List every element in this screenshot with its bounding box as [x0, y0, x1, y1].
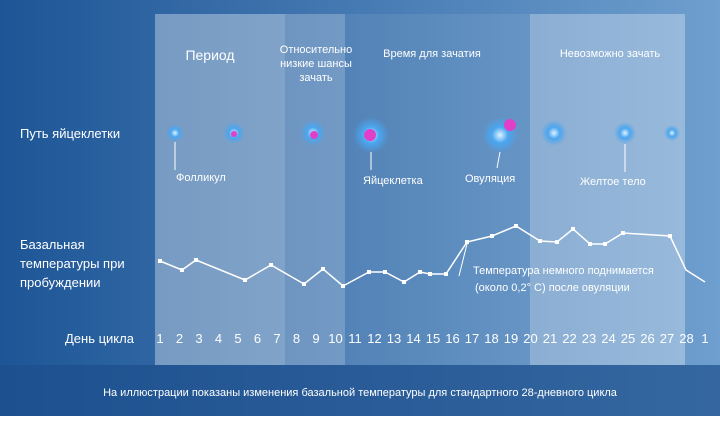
temperature-line — [158, 224, 706, 288]
phase-label: Период — [185, 47, 234, 63]
egg-label: Фолликул — [176, 172, 226, 184]
day-label: 9 — [312, 331, 319, 346]
day-label: 14 — [406, 331, 420, 346]
day-label: 8 — [293, 331, 300, 346]
eggs — [166, 117, 680, 172]
day-label: 17 — [465, 331, 479, 346]
phase-label: Относительно — [280, 44, 352, 56]
phase-label: Невозможно зачать — [560, 48, 661, 60]
day-label: 16 — [445, 331, 459, 346]
row-label: Путь яйцеклетки — [20, 126, 120, 141]
phase-label: зачать — [299, 72, 333, 84]
phase-label: Время для зачатия — [383, 48, 481, 60]
day-label: 10 — [328, 331, 342, 346]
footer: На иллюстрации показаны изменения базаль… — [103, 387, 618, 399]
day-label: 22 — [562, 331, 576, 346]
day-label: 25 — [621, 331, 635, 346]
day-labels: 1 2 3 4 5 6 7 8 9 10 11 12 13 14 15 16 17 18 19 20 21 22 23 24 2… — [156, 331, 708, 346]
band-low — [285, 14, 345, 365]
day-label: 21 — [543, 331, 557, 346]
day-label: 11 — [348, 331, 362, 346]
phase-label: низкие шансы — [280, 58, 352, 70]
day-label: 20 — [523, 331, 537, 346]
row-label: Базальная — [20, 237, 85, 252]
day-label: 7 — [273, 331, 280, 346]
egg-label: Желтое тело — [580, 176, 646, 188]
day-label: 23 — [582, 331, 596, 346]
day-label: 15 — [426, 331, 440, 346]
day-label: 1 — [156, 331, 163, 346]
day-label: 18 — [484, 331, 498, 346]
day-label: 5 — [234, 331, 241, 346]
day-label: 13 — [387, 331, 401, 346]
day-label: 4 — [215, 331, 222, 346]
egg-label: Овуляция — [465, 173, 515, 185]
day-label: 28 — [679, 331, 693, 346]
row-label: пробуждении — [20, 275, 101, 290]
day-label: 26 — [640, 331, 654, 346]
day-label: 1 — [701, 331, 708, 346]
day-label: 27 — [660, 331, 674, 346]
footer-strip — [0, 365, 720, 416]
row-label: температуры при — [20, 256, 125, 271]
day-label: 24 — [601, 331, 615, 346]
day-label: 3 — [195, 331, 202, 346]
annotation: (около 0,2° С) после овуляции — [475, 282, 630, 294]
band-impossible — [530, 14, 685, 365]
day-label: 6 — [254, 331, 261, 346]
annotation: Температура немного поднимается — [473, 265, 654, 277]
egg-label: Яйцеклетка — [363, 175, 424, 187]
band-conception — [345, 14, 530, 365]
band-period — [155, 14, 285, 365]
day-label: 19 — [504, 331, 518, 346]
day-label: 2 — [176, 331, 183, 346]
day-label: 12 — [367, 331, 381, 346]
row-label: День цикла — [65, 331, 135, 346]
